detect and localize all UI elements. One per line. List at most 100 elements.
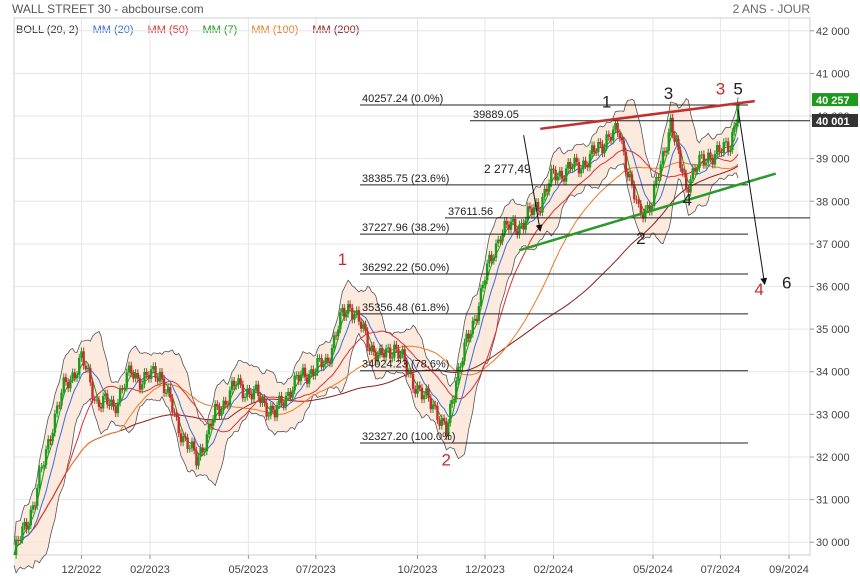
- price-candle: [193, 441, 196, 451]
- price-candle: [71, 372, 74, 380]
- price-candle: [575, 157, 578, 163]
- legend-boll[interactable]: BOLL (20, 2): [16, 24, 79, 36]
- price-candle: [132, 373, 135, 379]
- price-candle: [141, 384, 144, 390]
- price-candle: [607, 134, 610, 137]
- price-candle: [254, 384, 258, 390]
- price-candle: [53, 413, 57, 433]
- legend-mm50[interactable]: MM (50): [147, 24, 189, 36]
- price-candle: [445, 421, 448, 437]
- price-candle: [652, 184, 656, 206]
- price-candle: [720, 152, 723, 154]
- price-candle: [197, 456, 200, 466]
- price-candle: [129, 365, 133, 374]
- price-candle: [310, 369, 313, 375]
- fib-level-label-0: 40257.24 (0.0%): [362, 93, 443, 105]
- price-candle: [162, 378, 166, 393]
- legend-mm200[interactable]: MM (200): [312, 24, 360, 36]
- price-candle: [278, 395, 281, 406]
- price-candle: [203, 451, 206, 453]
- fib-level-label-6: 32327.20 (100.0%): [362, 431, 456, 443]
- fib-level-label-4: 35356.48 (61.8%): [362, 302, 449, 314]
- price-candle: [614, 122, 617, 130]
- price-candle: [372, 345, 375, 353]
- price-candle: [368, 347, 371, 352]
- price-candle: [303, 367, 307, 378]
- price-candle: [681, 167, 684, 173]
- price-candle: [536, 202, 540, 211]
- y-tick-label-5: 35 000: [816, 324, 850, 336]
- price-candle: [494, 243, 498, 258]
- price-candle: [25, 521, 28, 530]
- price-candle: [733, 125, 736, 132]
- price-candle: [532, 207, 536, 215]
- price-candle: [622, 140, 626, 152]
- price-candle: [351, 307, 354, 320]
- extra-level-label-0: 39889.05: [473, 109, 519, 121]
- legend-mm20[interactable]: MM (20): [92, 24, 134, 36]
- price-candle: [334, 335, 338, 337]
- price-candle: [82, 351, 85, 366]
- price-candle: [60, 392, 63, 406]
- legend-mm7[interactable]: MM (7): [202, 24, 238, 36]
- price-candle: [731, 131, 734, 151]
- price-candle: [332, 335, 336, 349]
- price-candle: [147, 374, 151, 379]
- price-candle: [47, 439, 50, 450]
- price-candle: [715, 145, 719, 155]
- y-tick-label-4: 34 000: [816, 367, 850, 379]
- price-candle: [586, 165, 589, 168]
- price-candle: [736, 105, 740, 124]
- ma-200-line: [13, 165, 739, 556]
- price-candle: [547, 183, 551, 192]
- price-candle: [391, 357, 394, 359]
- wave-label-1: 2: [442, 451, 451, 470]
- price-candle: [156, 377, 159, 382]
- price-candle: [220, 410, 223, 416]
- price-candle: [291, 390, 294, 398]
- x-tick-label-5: 12/2023: [465, 564, 505, 576]
- price-candle: [250, 394, 253, 400]
- price-candle: [29, 509, 33, 526]
- y-tick-label-1: 31 000: [816, 495, 850, 507]
- price-candle: [567, 161, 570, 169]
- price-candle: [273, 409, 277, 418]
- price-candle: [31, 505, 35, 510]
- price-candle: [463, 342, 466, 362]
- price-candle: [164, 392, 168, 394]
- price-candle: [438, 419, 441, 426]
- y-tick-label-2: 32 000: [816, 452, 850, 464]
- ma-20-line: [13, 136, 739, 556]
- x-tick-label-8: 07/2024: [701, 564, 741, 576]
- price-candle: [19, 539, 22, 541]
- price-candle: [104, 393, 107, 397]
- price-candle: [545, 188, 549, 192]
- price-candle: [447, 422, 450, 437]
- legend-mm100[interactable]: MM (100): [251, 24, 299, 36]
- price-candle: [422, 395, 426, 400]
- price-candle: [564, 168, 568, 182]
- price-candle: [188, 448, 191, 450]
- price-tag-label-0: 40 257: [816, 95, 850, 107]
- price-candle: [414, 389, 417, 394]
- price-candle: [125, 372, 128, 388]
- y-tick-label-6: 36 000: [816, 282, 850, 294]
- price-candle: [704, 162, 708, 165]
- price-candle: [590, 145, 594, 155]
- price-candle: [524, 220, 527, 230]
- price-candle: [530, 208, 534, 215]
- price-candle: [40, 466, 43, 469]
- wave-label-7: 4: [683, 191, 692, 210]
- price-candle: [21, 526, 24, 540]
- price-candle: [595, 152, 598, 154]
- chart-header: WALL STREET 30 - abcbourse.com 2 ANS - J…: [0, 0, 860, 18]
- price-candle: [562, 178, 566, 182]
- price-candle: [80, 351, 83, 358]
- price-candle: [95, 399, 99, 401]
- price-candle: [154, 366, 157, 378]
- price-candle: [543, 188, 546, 197]
- price-candle: [345, 313, 348, 318]
- resistance-trendline: [540, 99, 755, 131]
- price-candle: [628, 174, 631, 178]
